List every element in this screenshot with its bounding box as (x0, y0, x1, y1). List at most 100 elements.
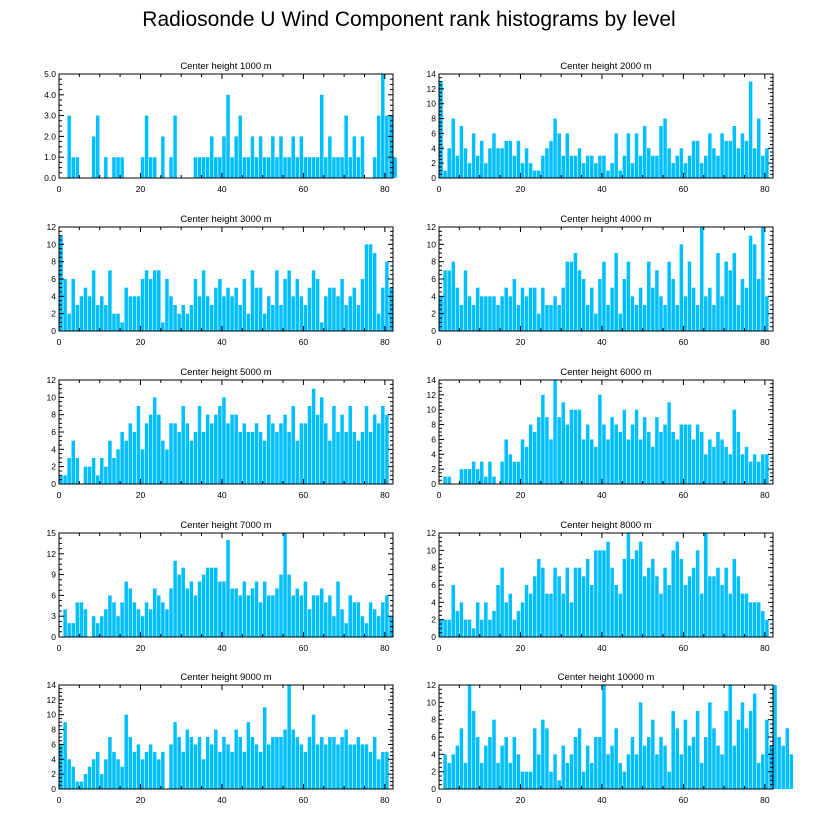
histogram-bar (218, 581, 222, 637)
histogram-bar (328, 287, 332, 331)
histogram-bar (385, 261, 389, 331)
histogram-bar (128, 737, 133, 789)
histogram-panel: Center height 8000 m 0 2 4 6 8 10 12 0 20 40 60 80 (427, 520, 774, 653)
histogram-bar (177, 432, 181, 484)
histogram-bar (471, 133, 476, 178)
histogram-bar (75, 157, 80, 178)
histogram-bar (360, 744, 365, 789)
y-tick-label: 0 (51, 632, 56, 642)
histogram-bar (63, 609, 67, 637)
histogram-bar (136, 296, 141, 331)
y-tick-label: 8 (51, 725, 56, 735)
histogram-bar (748, 602, 753, 637)
histogram-bar (516, 461, 521, 484)
histogram-bar (71, 440, 75, 484)
histogram-bar (752, 244, 757, 331)
histogram-bar (283, 414, 287, 484)
histogram-bar (524, 771, 529, 789)
histogram-bar (765, 296, 769, 331)
histogram-bar (695, 550, 700, 637)
histogram-bar (120, 322, 124, 331)
histogram-bar (720, 439, 724, 484)
histogram-bar (148, 414, 153, 484)
histogram-bar (136, 609, 141, 637)
histogram-bar (699, 163, 704, 178)
histogram-bar (447, 619, 451, 637)
panel-title: Center height 5000 m (180, 367, 271, 378)
histogram-bar (140, 759, 145, 789)
histogram-bar (116, 157, 120, 178)
histogram-bar (651, 719, 655, 789)
histogram-bar (83, 466, 88, 484)
histogram-bar (594, 550, 598, 637)
histogram-bar (128, 296, 133, 331)
histogram-bar (761, 227, 765, 331)
panel-title: Center height 6000 m (560, 367, 651, 378)
histogram-bar (687, 424, 692, 484)
histogram-bar (132, 296, 137, 331)
histogram-bar (675, 439, 680, 484)
histogram-bar (152, 751, 157, 789)
histogram-bar (161, 751, 165, 789)
y-tick-label: 14 (427, 69, 437, 79)
histogram-bar (773, 685, 777, 789)
histogram-bar (488, 619, 492, 637)
histogram-bar (332, 737, 336, 789)
histogram-bar (659, 432, 663, 484)
histogram-bar (348, 744, 352, 789)
histogram-bar (532, 432, 537, 484)
histogram-bar (267, 414, 271, 484)
histogram-bar (541, 719, 545, 789)
histogram-bar (508, 593, 513, 637)
histogram-bar (545, 305, 549, 331)
histogram-bar (602, 261, 606, 331)
histogram-panel: Center height 10000 m 0 2 4 6 8 10 12 0 20 40 60 80 (427, 672, 794, 805)
histogram-bar (254, 157, 259, 178)
histogram-bar (112, 602, 116, 637)
histogram-bar (352, 744, 357, 789)
histogram-bar (765, 719, 769, 789)
histogram-bar (459, 728, 464, 789)
histogram-bar (173, 423, 177, 484)
histogram-bar (622, 771, 627, 789)
histogram-bar (467, 619, 472, 637)
histogram-bar (295, 279, 300, 331)
x-tick-label: 40 (597, 337, 607, 347)
histogram-bar (500, 461, 504, 484)
histogram-bar (647, 567, 651, 637)
histogram-bar (340, 609, 344, 637)
histogram-panel: Center height 3000 m 0 2 4 6 8 10 12 0 20 40 60 80 (47, 214, 394, 347)
y-tick-label: 0 (51, 326, 56, 336)
histogram-bar (602, 424, 606, 484)
histogram-bar (480, 140, 484, 178)
histogram-bar (79, 296, 84, 331)
histogram-bar (761, 754, 765, 789)
y-tick-label: 0 (431, 326, 436, 336)
histogram-bar (504, 602, 508, 637)
histogram-bar (504, 737, 508, 789)
histogram-bar (148, 609, 153, 637)
histogram-bar (659, 593, 663, 637)
histogram-bar (226, 94, 230, 178)
histogram-bar (197, 581, 202, 637)
histogram-bar (112, 751, 116, 789)
histogram-bar (532, 287, 537, 331)
histogram-bar (634, 550, 639, 637)
x-tick-label: 40 (597, 490, 607, 500)
histogram-bar (610, 163, 614, 178)
histogram-bar (557, 305, 561, 331)
histogram-bar (659, 126, 663, 178)
histogram-bar (120, 766, 124, 789)
histogram-bar (622, 279, 627, 331)
histogram-bar (736, 576, 741, 637)
histogram-bar (324, 296, 328, 331)
histogram-bar (173, 560, 177, 637)
histogram-bar (512, 461, 517, 484)
histogram-bar (610, 567, 614, 637)
histogram-bar (581, 771, 586, 789)
histogram-bar (634, 305, 639, 331)
histogram-bar (222, 296, 226, 331)
histogram-bar (315, 279, 320, 331)
x-tick-label: 80 (380, 337, 390, 347)
histogram-panel: Center height 1000 m 0.0 1.0 2.0 3.0 4.0 5.0 0 2… (44, 61, 397, 194)
